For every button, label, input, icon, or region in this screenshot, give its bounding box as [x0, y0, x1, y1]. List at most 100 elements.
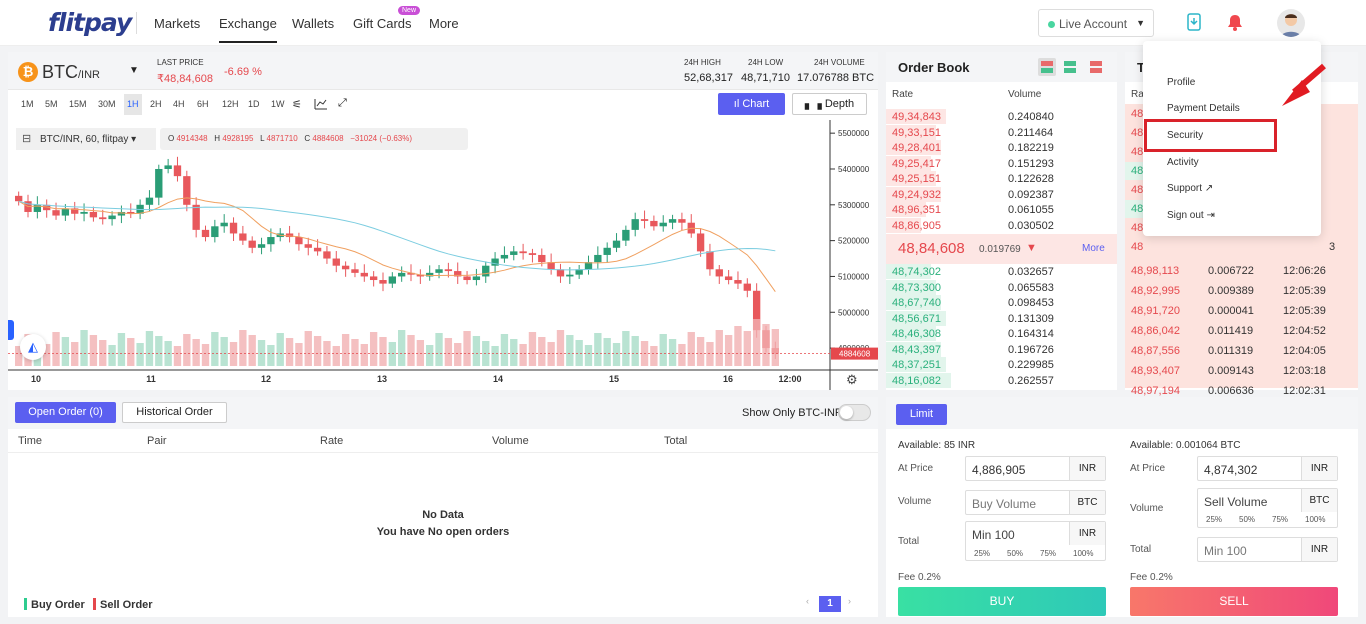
- more-link[interactable]: More: [1082, 243, 1105, 254]
- chart-symbol[interactable]: BTC/INR, 60, flitpay ▾: [40, 134, 137, 145]
- prev-page-icon[interactable]: ‹: [806, 596, 809, 606]
- nav-gift-cards[interactable]: Gift Cards: [353, 16, 412, 31]
- trade-row[interactable]: 48,87,556 0.011319 12:04:05: [1125, 342, 1358, 362]
- flitpay-logo[interactable]: flitpay: [48, 8, 132, 37]
- chevron-down-icon[interactable]: ▼: [129, 65, 139, 76]
- page-number[interactable]: 1: [819, 596, 841, 612]
- bid-row[interactable]: 48,46,308 0.164314: [886, 326, 1117, 341]
- ask-row[interactable]: 49,34,843 0.240840: [886, 109, 1117, 124]
- bid-row[interactable]: 48,67,740 0.098453: [886, 295, 1117, 310]
- buy-total-label: Total: [898, 536, 920, 547]
- ask-row[interactable]: 49,28,401 0.182219: [886, 140, 1117, 155]
- gear-icon[interactable]: ⚙: [846, 372, 858, 387]
- buy-pct-75[interactable]: 75%: [1040, 549, 1057, 558]
- chart-button[interactable]: ıl Chart: [718, 93, 785, 115]
- volume-bar: [612, 343, 621, 366]
- bid-row[interactable]: 48,74,302 0.032657: [886, 264, 1117, 279]
- nav-wallets[interactable]: Wallets: [292, 16, 335, 31]
- bid-row[interactable]: 48,43,397 0.196726: [886, 341, 1117, 357]
- tab-limit[interactable]: Limit: [896, 404, 947, 425]
- buy-total-input[interactable]: Min 100 INR: [965, 521, 1106, 561]
- sidebar-handle[interactable]: [8, 320, 14, 340]
- bell-icon[interactable]: [1227, 13, 1243, 36]
- collapse-icon[interactable]: ⊟: [22, 133, 32, 145]
- pair-selector[interactable]: BTC/INR: [42, 62, 100, 83]
- bid-row[interactable]: 48,56,671 0.131309: [886, 310, 1117, 326]
- ask-row[interactable]: 49,24,932 0.092387: [886, 186, 1117, 202]
- nav-more[interactable]: More: [429, 16, 459, 31]
- menu-support[interactable]: Support ↗: [1167, 183, 1213, 194]
- timeframe-15m[interactable]: 15M: [69, 99, 87, 109]
- candle-body: [267, 237, 275, 245]
- buy-volume-input[interactable]: Buy Volume BTC: [965, 490, 1106, 515]
- bid-row[interactable]: 48,73,300 0.065583: [886, 279, 1117, 295]
- trade-row[interactable]: 48,97,194 0.006636 12:02:31: [1125, 382, 1358, 402]
- indicators-icon[interactable]: ⚟: [292, 99, 302, 111]
- ask-row[interactable]: 48,96,351 0.061055: [886, 202, 1117, 217]
- fullscreen-icon[interactable]: ⤢: [338, 97, 347, 109]
- bid-row[interactable]: 48,16,082 0.262557: [886, 372, 1117, 388]
- view-asks-icon[interactable]: [1090, 61, 1102, 73]
- avatar[interactable]: [1277, 9, 1305, 37]
- line-chart-icon[interactable]: [314, 97, 327, 115]
- trade-row[interactable]: 48,86,042 0.011419 12:04:52: [1125, 322, 1358, 342]
- timeframe-1m[interactable]: 1M: [21, 99, 34, 109]
- timeframe-30m[interactable]: 30M: [98, 99, 116, 109]
- sell-pct-75[interactable]: 75%: [1272, 515, 1289, 524]
- timeframe-4h[interactable]: 4H: [173, 99, 185, 109]
- sell-pct-50[interactable]: 50%: [1239, 515, 1256, 524]
- menu-activity[interactable]: Activity: [1167, 157, 1199, 168]
- view-both-icon[interactable]: [1038, 58, 1056, 76]
- download-app-icon[interactable]: [1187, 13, 1201, 36]
- trade-row[interactable]: 48,98,113 0.006722 12:06:26: [1125, 262, 1358, 282]
- timeframe-1d[interactable]: 1D: [248, 99, 260, 109]
- tab-historical-order[interactable]: Historical Order: [122, 402, 227, 423]
- live-account-select[interactable]: Live Account ▼: [1038, 9, 1154, 37]
- ask-row[interactable]: 48,86,905 0.030502: [886, 217, 1117, 233]
- volume-bar: [566, 335, 574, 366]
- nav-exchange[interactable]: Exchange: [219, 16, 277, 43]
- sell-total-label: Total: [1130, 544, 1152, 555]
- trade-row[interactable]: 48,93,407 0.009143 12:03:18: [1125, 362, 1358, 382]
- sell-pct-25[interactable]: 25%: [1206, 515, 1223, 524]
- sell-price-input[interactable]: 4,874,302 INR: [1197, 456, 1338, 481]
- depth-button[interactable]: ▖▗ Depth: [792, 93, 867, 115]
- sell-fee-label: Fee: [1130, 572, 1148, 583]
- menu-profile[interactable]: Profile: [1167, 77, 1196, 88]
- sell-pct-100[interactable]: 100%: [1305, 515, 1326, 524]
- sell-total-input[interactable]: Min 100 INR: [1197, 537, 1338, 562]
- buy-pct-100[interactable]: 100%: [1073, 549, 1094, 558]
- menu-security[interactable]: Security: [1167, 130, 1204, 141]
- trade-rate: 48,86,042: [1131, 325, 1180, 337]
- next-page-icon[interactable]: ›: [848, 596, 851, 606]
- menu-sign-out[interactable]: Sign out ⇥: [1167, 210, 1215, 221]
- timeframe-6h[interactable]: 6H: [197, 99, 209, 109]
- timeframe-1h[interactable]: 1H: [124, 94, 142, 115]
- ask-row[interactable]: 49,25,417 0.151293: [886, 155, 1117, 171]
- buy-button[interactable]: BUY: [898, 587, 1106, 616]
- sell-volume-input[interactable]: Sell Volume BTC: [1197, 488, 1338, 528]
- buy-pct-25[interactable]: 25%: [974, 549, 991, 558]
- timeframe-1w[interactable]: 1W: [271, 99, 285, 109]
- ask-row[interactable]: 49,33,151 0.211464: [886, 124, 1117, 140]
- filter-toggle[interactable]: [838, 404, 871, 421]
- tradingview-icon[interactable]: ◭: [20, 334, 46, 360]
- buy-legend-swatch: [24, 598, 27, 610]
- mid-price: 48,84,608: [898, 240, 965, 257]
- bid-row[interactable]: 48,37,251 0.229985: [886, 357, 1117, 372]
- buy-price-input[interactable]: 4,886,905 INR: [965, 456, 1106, 481]
- timeframe-12h[interactable]: 12H: [222, 99, 239, 109]
- timeframe-2h[interactable]: 2H: [150, 99, 162, 109]
- tab-open-order[interactable]: Open Order (0): [15, 402, 116, 423]
- ask-row[interactable]: 49,25,151 0.122628: [886, 171, 1117, 186]
- trade-row[interactable]: 48,91,720 0.000041 12:05:39: [1125, 302, 1358, 322]
- sell-button[interactable]: SELL: [1130, 587, 1338, 616]
- price-chart[interactable]: 5500000 5400000 5300000 5200000 5100000 50000…: [8, 120, 878, 390]
- nav-markets[interactable]: Markets: [154, 16, 201, 31]
- trade-row[interactable]: 48,92,995 0.009389 12:05:39: [1125, 282, 1358, 302]
- timeframe-5m[interactable]: 5M: [45, 99, 58, 109]
- buy-pct-50[interactable]: 50%: [1007, 549, 1024, 558]
- candle-body: [220, 222, 228, 227]
- view-bids-icon[interactable]: [1064, 61, 1076, 73]
- menu-payment-details[interactable]: Payment Details: [1167, 103, 1240, 114]
